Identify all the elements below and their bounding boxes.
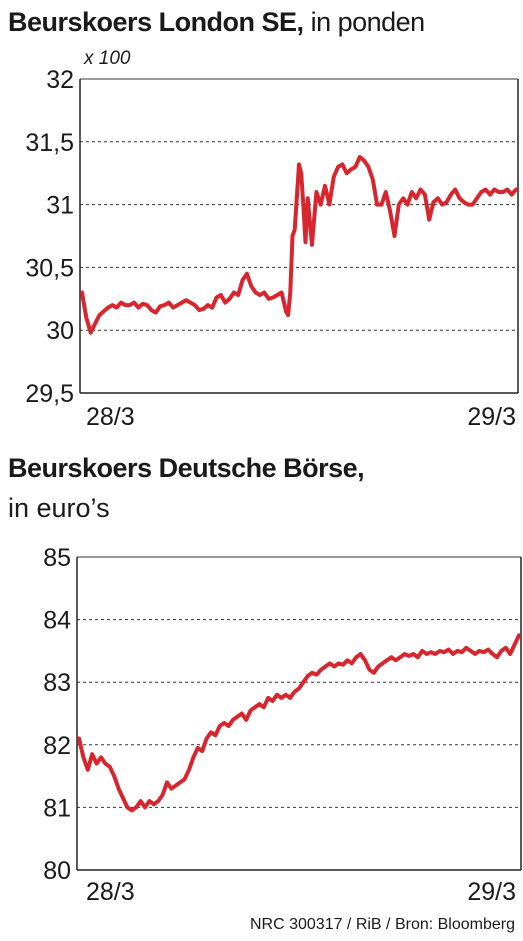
chart1-series-line: [80, 154, 518, 335]
chart2-y-tick-label: 84: [43, 607, 71, 635]
chart2-group: 85 84 83 82 81 80 28/3 29/3: [43, 544, 522, 906]
chart2-x-tick-label: 28/3: [86, 878, 135, 906]
chart1-y-tick-label: 29,5: [25, 380, 74, 408]
chart1-title: Beurskoers London SE, in ponden: [8, 6, 425, 38]
chart1-x-tick-label: 29/3: [467, 403, 516, 431]
chart1-y-tick-label: 30: [46, 317, 74, 345]
chart2-title-bold: Beurskoers Deutsche Börse,: [8, 453, 365, 483]
chart2-subtitle: in euro’s: [8, 493, 110, 523]
chart1-y-tick-label: 31,5: [25, 129, 74, 157]
chart2-title: Beurskoers Deutsche Börse,: [8, 452, 365, 484]
chart2-series-line: [77, 633, 521, 813]
chart1-y-tick-label: 32: [46, 66, 74, 94]
chart2-y-tick-label: 81: [43, 794, 71, 822]
chart2-y-tick-label: 85: [43, 544, 71, 572]
chart2-y-tick-label: 82: [43, 732, 71, 760]
chart1-subtitle: in ponden: [310, 7, 426, 37]
chart2-x-tick-label: 29/3: [467, 878, 516, 906]
chart2-y-tick-label: 80: [43, 857, 71, 885]
chart1-group: 32 31,5 31 30,5 30 29,5 28/3 29/3: [25, 66, 519, 431]
chart1-title-bold: Beurskoers London SE,: [8, 7, 304, 37]
source-credit: NRC 300317 / RiB / Bron: Bloomberg: [249, 916, 515, 933]
chart1-y-tick-label: 31: [46, 192, 74, 220]
chart2-y-tick-label: 83: [43, 669, 71, 697]
chart1-y-tick-label: 30,5: [25, 254, 74, 282]
chart1-unit-label: x 100: [84, 48, 131, 69]
chart1-x-tick-label: 28/3: [86, 403, 135, 431]
